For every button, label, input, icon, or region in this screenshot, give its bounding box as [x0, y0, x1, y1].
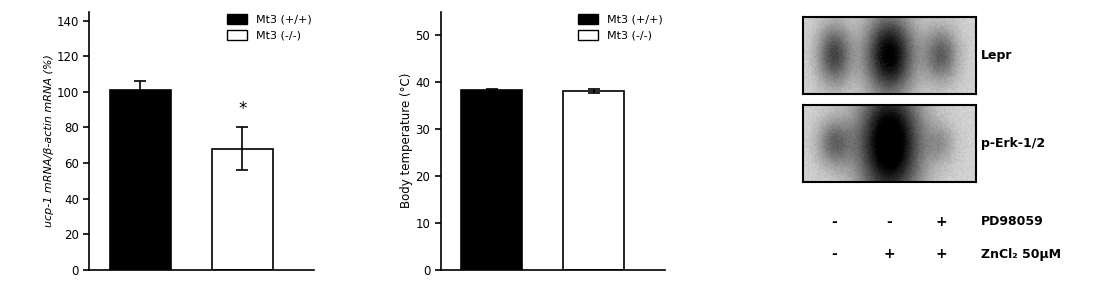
Text: p-Erk-1/2: p-Erk-1/2 [982, 137, 1046, 150]
Bar [563, 91, 624, 270]
Y-axis label: ucp-1 mRNA/β-actin mRNA (%): ucp-1 mRNA/β-actin mRNA (%) [44, 54, 54, 227]
Text: -: - [831, 215, 837, 229]
Bar [461, 90, 522, 270]
Y-axis label: Body temperature (°C): Body temperature (°C) [400, 73, 412, 208]
Text: -: - [887, 215, 892, 229]
Text: ZnCl₂ 50μM: ZnCl₂ 50μM [982, 248, 1061, 261]
Text: Lepr: Lepr [982, 49, 1013, 62]
Text: +: + [935, 215, 947, 229]
Text: *: * [238, 100, 247, 118]
Legend: Mt3 (+/+), Mt3 (-/-): Mt3 (+/+), Mt3 (-/-) [227, 14, 312, 41]
Text: PD98059: PD98059 [982, 215, 1044, 228]
Text: +: + [884, 247, 895, 261]
Bar [109, 90, 171, 270]
Text: +: + [935, 247, 947, 261]
Text: -: - [831, 247, 837, 261]
Bar [211, 149, 273, 270]
Legend: Mt3 (+/+), Mt3 (-/-): Mt3 (+/+), Mt3 (-/-) [577, 14, 662, 41]
